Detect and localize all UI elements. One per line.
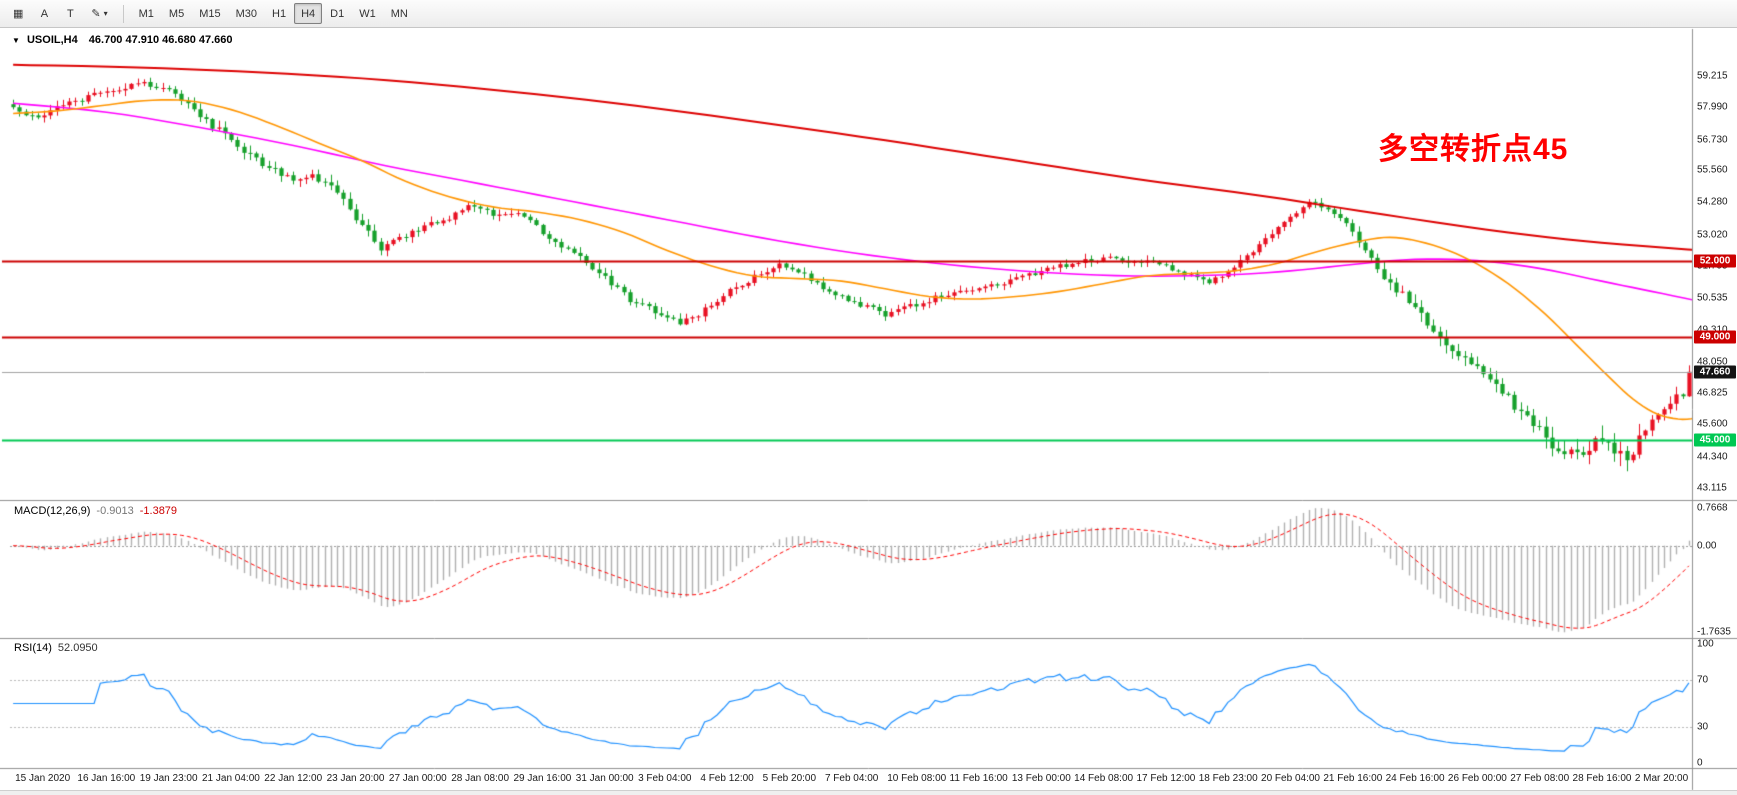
toolbar: ▦ A T ✎ ▾ M1 M5 M15 M30 H1 H4 D1 W1 MN [0, 0, 1737, 28]
tool-grid-tool[interactable]: ▦ [13, 8, 24, 20]
dropdown-caret-icon: ▾ [103, 9, 108, 18]
timeframe-button-h4[interactable]: H4 [294, 3, 323, 24]
timeframe-button-m15[interactable]: M15 [199, 7, 221, 20]
tool-group: ▦ A T ✎ ▾ [6, 3, 115, 24]
timeframe-button-m5[interactable]: M5 [168, 7, 185, 20]
tool-text-tool[interactable]: T [67, 7, 74, 20]
rsi-panel-label: RSI(14) 52.0950 [14, 642, 98, 654]
tool-annotation-tool[interactable]: A [40, 7, 49, 20]
timeframe-button-mn[interactable]: MN [390, 7, 408, 20]
chart-title: ▼ USOIL,H4 46.700 47.910 46.680 47.660 [12, 34, 233, 46]
collapse-triangle-icon[interactable]: ▼ [12, 36, 20, 45]
tool-brush-tool[interactable]: ✎ ▾ [91, 8, 108, 20]
chart-ohlc-values: 46.700 47.910 46.680 47.660 [88, 34, 233, 46]
rsi-name: RSI(14) [14, 642, 52, 654]
timeframe-button-m1[interactable]: M1 [138, 7, 154, 20]
bottom-strip [0, 790, 1737, 795]
rsi-value: 52.0950 [57, 642, 98, 654]
timeframe-button-w1[interactable]: W1 [359, 7, 376, 20]
chart-annotation-text[interactable]: 多空转折点45 [1378, 133, 1569, 166]
timeframe-button-h1[interactable]: H1 [272, 7, 287, 20]
chart-symbol-period: USOIL,H4 [26, 34, 78, 46]
macd-main-value: -0.9013 [96, 505, 134, 517]
macd-panel-label: MACD(12,26,9) -0.9013 -1.3879 [14, 505, 177, 517]
timeframe-button-m30[interactable]: M30 [235, 7, 258, 20]
toolbar-separator [122, 4, 124, 23]
macd-name: MACD(12,26,9) [14, 505, 91, 517]
timeframe-group: M1 M5 M15 M30 H1 H4 D1 W1 MN [132, 3, 415, 24]
timeframe-button-d1[interactable]: D1 [330, 7, 345, 20]
macd-signal-value: -1.3879 [139, 505, 178, 517]
